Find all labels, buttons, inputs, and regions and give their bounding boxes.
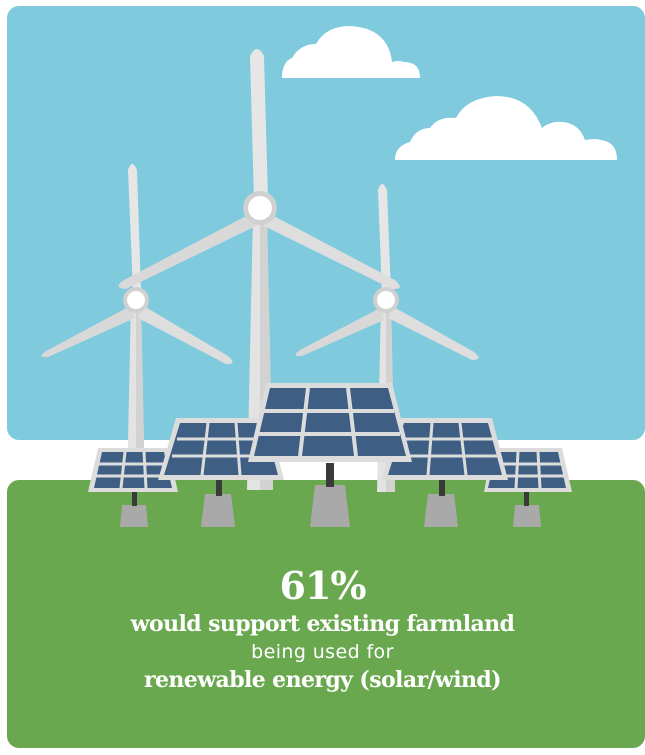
- statistic-description-line-3: renewable energy (solar/wind): [144, 667, 502, 693]
- statistic-description-line-2: being used for: [251, 641, 394, 663]
- statistic-caption: 61% would support existing farmland bein…: [0, 563, 645, 695]
- wind-turbine-icon: [41, 164, 233, 492]
- cloud-icon: [395, 96, 617, 160]
- statistic-description-line-1: would support existing farmland: [130, 611, 515, 637]
- cloud-icon: [282, 26, 420, 78]
- ground-panel: [7, 480, 645, 748]
- solar-panel-icon: [382, 418, 508, 527]
- solar-panel-icon: [88, 448, 178, 527]
- statistic-value: 61%: [279, 563, 367, 608]
- solar-panel-icon: [248, 383, 412, 527]
